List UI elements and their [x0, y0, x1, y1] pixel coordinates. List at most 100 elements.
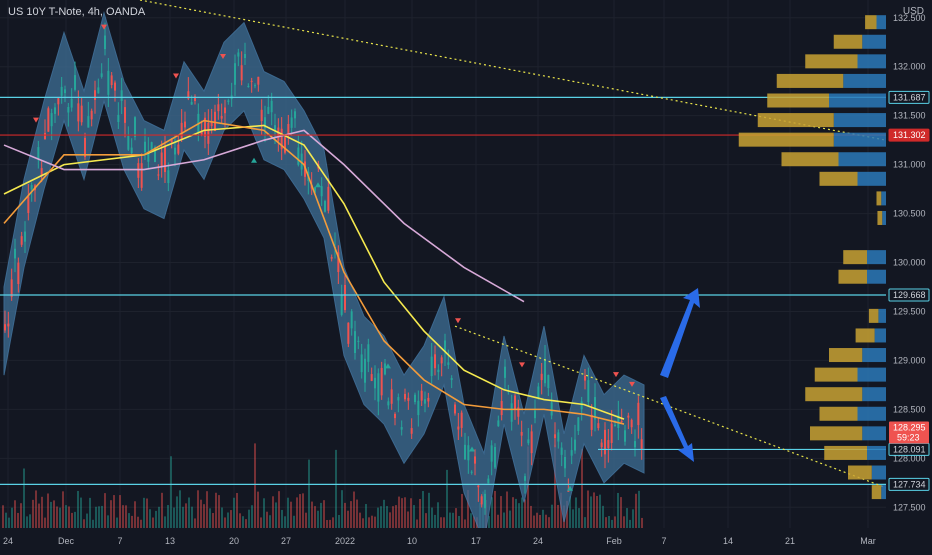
volume-bar	[116, 517, 118, 528]
volume-bar	[2, 505, 4, 528]
volume-profile-bar	[857, 406, 886, 421]
y-tick-label: 131.000	[893, 160, 926, 170]
volume-bar	[260, 517, 262, 528]
volume-profile-bar	[757, 113, 834, 128]
volume-bar	[152, 517, 154, 528]
candle-body	[7, 323, 10, 327]
candle-body	[607, 440, 610, 449]
currency-label: USD	[902, 6, 924, 17]
candle-body	[407, 397, 410, 401]
volume-bar	[278, 491, 280, 528]
candle-body	[10, 279, 13, 297]
volume-profile-bar	[881, 485, 886, 500]
candle-body	[354, 331, 356, 354]
candle-body	[580, 401, 583, 410]
volume-profile-bar	[857, 54, 886, 69]
y-tick-label: 129.000	[893, 355, 926, 365]
volume-profile-bar	[867, 445, 886, 460]
candle-body	[87, 116, 90, 128]
volume-bar	[200, 499, 202, 528]
candle-body	[447, 362, 450, 365]
sell-signal-icon	[455, 318, 461, 324]
volume-bar	[380, 506, 382, 528]
x-tick-label: 21	[785, 536, 795, 546]
candle-body	[120, 90, 123, 101]
volume-bar	[416, 519, 418, 528]
volume-profile-bar	[814, 367, 858, 382]
volume-bar	[626, 508, 628, 528]
moving-average-yellow	[3, 124, 625, 420]
volume-bar	[320, 502, 322, 528]
candle-body	[14, 248, 16, 259]
candle-body	[404, 393, 406, 400]
volume-bar	[362, 518, 364, 528]
volume-bar	[629, 519, 631, 528]
candle-body	[110, 75, 113, 86]
candle-body	[4, 324, 6, 331]
volume-bar	[350, 501, 352, 528]
volume-profile-bar	[843, 73, 886, 88]
y-tick-label: 128.000	[893, 453, 926, 463]
candle-body	[544, 358, 546, 384]
candle-body	[557, 432, 560, 442]
candle-body	[424, 399, 426, 404]
volume-bar	[101, 505, 103, 528]
volume-bar	[431, 507, 433, 528]
volume-bar	[533, 515, 535, 528]
candle-body	[320, 186, 323, 197]
y-tick-label: 131.500	[893, 111, 926, 121]
candle-body	[400, 427, 403, 430]
level-badge	[888, 90, 930, 104]
volume-bar	[317, 510, 319, 528]
volume-bar	[410, 498, 412, 528]
candle-body	[57, 98, 60, 105]
candle-body	[527, 439, 530, 444]
volume-bar	[248, 509, 250, 528]
volume-bar	[140, 519, 142, 528]
volume-bar	[185, 503, 187, 528]
volume-bar	[578, 508, 580, 528]
volume-bar	[137, 516, 139, 528]
volume-bar	[452, 512, 454, 528]
candle-body	[520, 431, 523, 436]
candle-body	[497, 420, 500, 427]
candle-body	[437, 369, 440, 373]
candle-body	[244, 53, 246, 59]
volume-bar	[503, 512, 505, 528]
candle-body	[640, 439, 643, 450]
volume-bar	[635, 493, 637, 528]
volume-bar	[290, 501, 292, 528]
candle-body	[380, 367, 383, 396]
volume-profile-bar	[874, 328, 886, 343]
volume-bar	[356, 499, 358, 528]
volume-bar	[428, 492, 430, 528]
volume-bar	[455, 508, 457, 528]
volume-bar	[602, 505, 604, 528]
candle-body	[64, 89, 66, 94]
volume-profile-bar	[838, 152, 886, 167]
volume-bar	[404, 497, 406, 528]
volume-profile-bar	[862, 387, 886, 402]
candle-body	[74, 75, 76, 90]
candle-body	[294, 111, 296, 119]
volume-bar	[281, 509, 283, 528]
candle-body	[574, 439, 576, 451]
volume-bar	[395, 505, 397, 528]
volume-profile-bar	[829, 348, 863, 363]
candle-body	[54, 107, 56, 114]
volume-bar	[323, 500, 325, 528]
buy-signal-icon	[469, 446, 475, 452]
candle-body	[17, 262, 20, 285]
volume-bar	[113, 495, 115, 528]
volume-bar	[494, 490, 496, 528]
candle-body	[170, 139, 173, 143]
candle-body	[254, 85, 256, 87]
time-scale	[0, 528, 886, 550]
volume-bar	[173, 507, 175, 528]
candle-body	[274, 125, 276, 131]
volume-profile-bar	[857, 367, 886, 382]
buy-signal-icon	[385, 363, 391, 369]
arrow-down-icon	[660, 396, 694, 462]
